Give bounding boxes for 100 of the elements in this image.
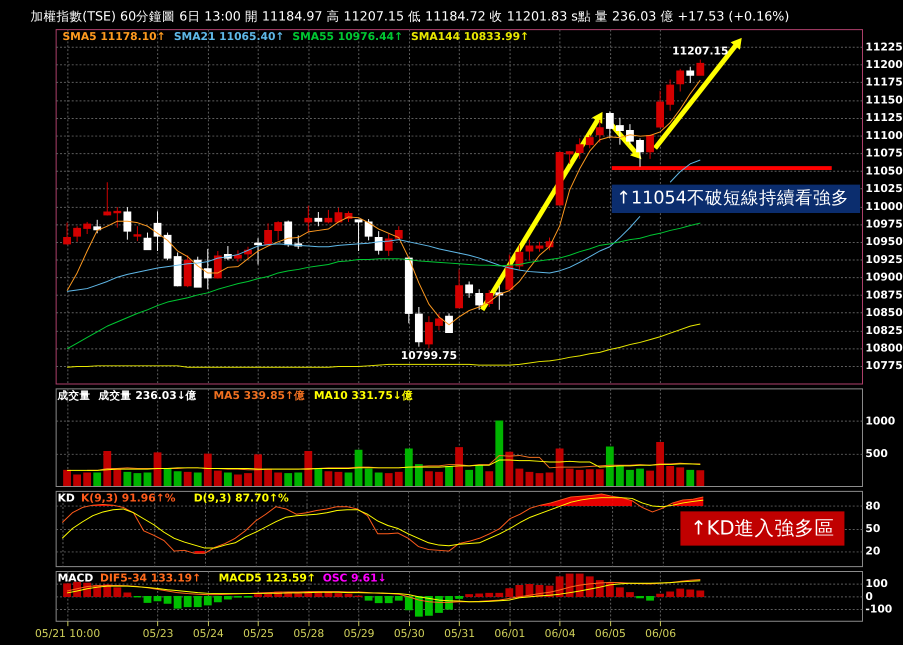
bar [485,592,494,597]
bar [113,469,122,486]
bar [696,590,704,597]
bar [144,596,152,603]
bar [354,450,362,486]
candlestick [254,238,262,265]
bar [164,468,172,486]
text: SMA21 11065.40↑ [174,30,284,43]
y-tick-label: 500 [865,446,888,460]
bar [154,596,162,602]
series-label: DIF5-34 133.19↑ [100,572,202,585]
chart-title: 加權指數(TSE) 60分鐘圖 6日 13:00 開 11184.97 高 11207.15 低 11184.72 收 11201.83 s點 量 236.03 億 +17.53 (+0.16%) [30,8,790,24]
bar [656,594,664,597]
y-tick-label: 11075 [865,146,903,160]
candlestick [666,79,674,112]
bar [384,473,393,486]
bar [676,588,684,597]
y-tick-label: 10950 [865,235,903,248]
bar [73,474,82,486]
bar [194,472,202,486]
y-tick-label: 10975 [865,217,903,230]
y-tick-label: 10800 [865,342,903,355]
candlestick [73,226,82,242]
bar [284,473,292,486]
candlestick [686,66,694,84]
bar [334,472,342,486]
candlestick [515,244,524,270]
bar [475,593,484,597]
y-tick-label: 0 [865,590,873,603]
bar [656,442,664,486]
candlestick [445,312,453,333]
bar [334,593,342,597]
bar [224,472,232,486]
candlestick [596,119,604,144]
bar [505,588,514,597]
line-series [66,324,701,368]
y-tick-label: 10775 [865,359,903,372]
bar [686,470,694,486]
y-tick-label: 10825 [865,324,903,337]
bar [214,470,222,486]
candlestick [465,280,474,298]
bar [374,596,383,604]
bar [515,468,524,486]
chart-title: 成交量 [56,389,91,402]
bar [294,593,302,597]
candlestick [576,138,584,160]
candlestick [536,241,544,252]
bar [646,596,654,601]
bar [404,448,413,486]
series-label: K(9,3) 91.96↑% [80,492,176,505]
bar [394,596,403,601]
text: MA10 331.75↓億 [314,389,414,402]
bar [576,470,584,486]
bar [696,470,704,486]
bar [676,467,684,486]
y-tick-label: 50 [865,522,880,535]
y-tick-label: 11050 [865,164,903,178]
y-tick-label: 100 [865,577,888,590]
bar [244,473,252,486]
bar [134,473,142,486]
bar [264,468,272,486]
bar [626,470,634,486]
line-series [66,222,701,350]
candlestick [204,248,212,290]
bar [536,473,544,486]
candlestick [274,220,282,241]
bar [666,592,674,597]
bar [586,469,594,486]
candlestick [646,134,654,160]
bar [505,452,514,486]
candlestick [324,209,332,224]
bar [154,452,162,486]
bar [344,594,352,597]
candlestick [304,205,312,234]
candlestick [264,222,272,246]
x-tick-label: 05/31 [444,626,476,640]
candlestick [354,219,362,252]
bar [314,468,322,486]
bar [556,576,564,597]
bar [103,451,112,486]
bar [123,592,132,597]
bar [666,466,674,486]
bar [384,596,393,604]
candlestick [606,110,614,139]
y-tick-label: 10875 [865,288,903,302]
bar [606,582,614,597]
bar [526,472,534,486]
bar [515,585,524,597]
annotation: ↑11054不破短線持續看強多 [616,188,849,209]
y-tick-label: 10925 [865,252,903,266]
x-tick-label: 06/06 [645,626,676,640]
annotation: ↑KD進入強多區 [690,516,835,540]
series-label: MACD5 123.59↑ [218,572,316,585]
bar [566,468,574,486]
chart-title: MACD [58,572,94,585]
candlestick [63,222,71,246]
bar [414,464,423,486]
bar [204,596,212,606]
bar [495,592,504,597]
bar [174,471,182,486]
